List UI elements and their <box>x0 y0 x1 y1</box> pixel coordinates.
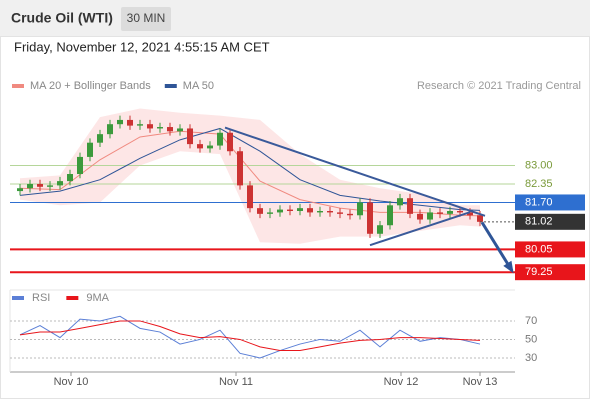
candle-body <box>437 212 443 214</box>
x-tick-label: Nov 13 <box>463 376 498 388</box>
x-tick-label: Nov 10 <box>54 376 89 388</box>
candle-body <box>107 124 113 135</box>
legend-swatch <box>66 296 79 300</box>
candle-body <box>97 134 103 143</box>
candle-body <box>197 144 203 149</box>
candle-body <box>47 185 53 187</box>
level-label: 80.05 <box>525 243 553 255</box>
candle-body <box>127 119 133 126</box>
level-box <box>515 264 585 281</box>
y-tick-label: 30 <box>525 352 537 364</box>
candle-body <box>117 119 123 125</box>
level-label: 82.35 <box>525 178 553 190</box>
timestamp: Friday, November 12, 2021 4:55:15 AM CET <box>14 39 270 54</box>
level-box <box>515 241 585 258</box>
arrow-head <box>503 260 514 274</box>
header-bar <box>0 0 590 36</box>
candle-body <box>37 183 43 187</box>
title: Crude Oil (WTI) <box>11 10 113 26</box>
moving-average <box>19 127 481 211</box>
candle-body <box>397 198 403 206</box>
candle-body <box>307 208 313 213</box>
candle-body <box>357 202 363 216</box>
candle-body <box>247 185 253 209</box>
candle-body <box>377 225 383 234</box>
candle-body <box>477 215 483 222</box>
candle-body <box>217 132 223 146</box>
trendline <box>224 126 486 217</box>
candle-body <box>467 212 473 216</box>
candle-body <box>137 124 143 126</box>
legend-label: RSI <box>32 292 50 304</box>
candle-body <box>177 128 183 132</box>
candle-body <box>337 212 343 214</box>
forecast-arrow <box>480 221 514 272</box>
level-label: 83.00 <box>525 159 553 171</box>
candle-body <box>277 209 283 213</box>
legend-label: MA 20 + Bollinger Bands <box>30 80 151 92</box>
candle-body <box>447 211 453 214</box>
source: Research © 2021 Trading Central <box>417 80 581 92</box>
candle-body <box>157 127 163 129</box>
legend-swatch <box>12 84 24 88</box>
candle-body <box>27 183 33 189</box>
candle-body <box>317 211 323 213</box>
legend-swatch <box>164 84 177 88</box>
candle-body <box>267 212 273 214</box>
candle-body <box>347 213 353 216</box>
candle-body <box>77 156 83 174</box>
y-tick-label: 70 <box>525 315 537 327</box>
timeframe: 30 MIN <box>127 11 166 25</box>
level-box <box>515 194 585 211</box>
last-price-box <box>515 213 585 230</box>
candle-body <box>297 208 303 211</box>
candle-body <box>147 124 153 129</box>
level-label: 81.70 <box>525 196 553 208</box>
candle-body <box>427 212 433 220</box>
legend-swatch <box>12 296 24 300</box>
legend-label: MA 50 <box>183 80 214 92</box>
timeframe-badge <box>121 7 171 31</box>
candle-body <box>367 202 373 234</box>
x-tick-label: Nov 12 <box>384 376 419 388</box>
candle-body <box>67 174 73 182</box>
rsi-line <box>19 315 481 359</box>
trendline <box>369 211 471 247</box>
candle-body <box>417 213 423 220</box>
candle-body <box>167 127 173 132</box>
candle-body <box>327 211 333 213</box>
legend-label: 9MA <box>86 292 109 304</box>
candle-body <box>387 205 393 226</box>
candle-body <box>287 209 293 211</box>
candle-body <box>87 142 93 157</box>
x-tick-label: Nov 11 <box>219 376 253 388</box>
candle-body <box>457 211 463 213</box>
last-price-label: 81.02 <box>525 216 553 228</box>
level-label: 79.25 <box>525 266 553 278</box>
bollinger-band <box>20 108 480 244</box>
candle-body <box>257 208 263 214</box>
rsi-line <box>19 320 481 352</box>
candle-body <box>187 128 193 145</box>
y-tick-label: 50 <box>525 333 537 345</box>
candle-body <box>17 188 23 192</box>
candle-body <box>227 132 233 152</box>
candle-body <box>207 145 213 149</box>
candle-body <box>237 151 243 186</box>
candle-body <box>57 181 63 186</box>
candle-body <box>407 198 413 214</box>
